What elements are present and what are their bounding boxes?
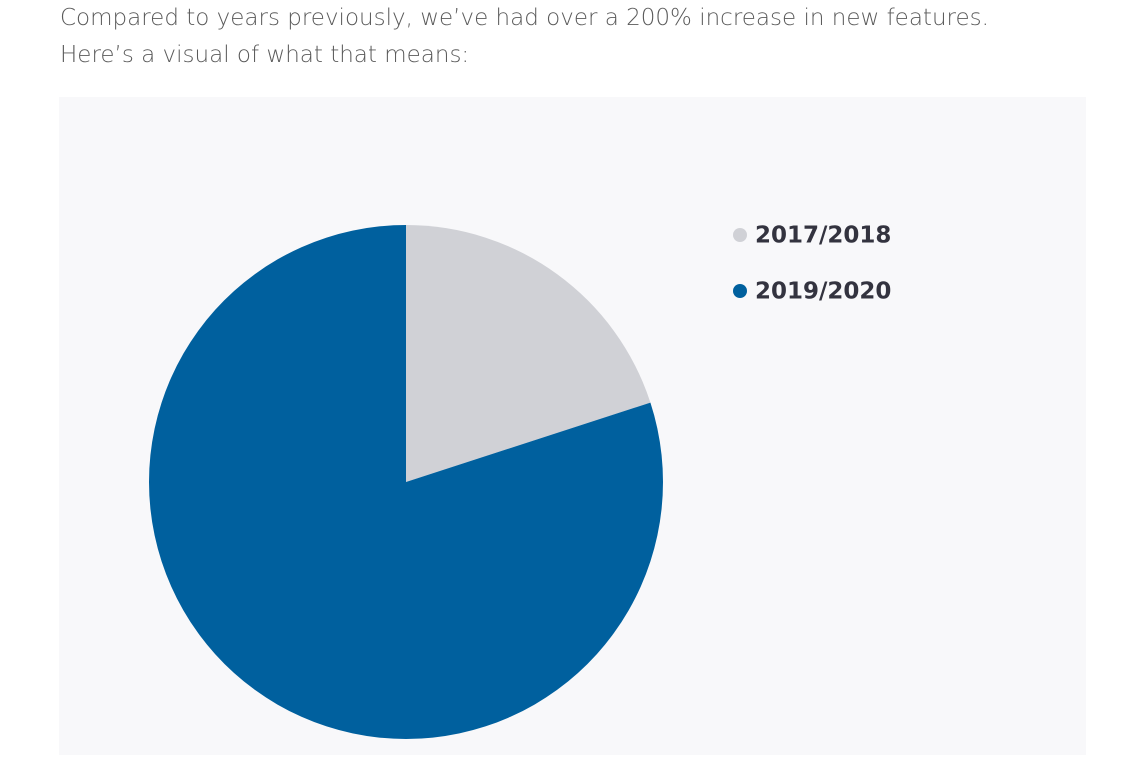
legend-label: 2019/2020 — [755, 279, 891, 305]
chart: 2017/2018 2019/2020 — [148, 223, 891, 739]
intro-text: Compared to years previously, we’ve had … — [60, 5, 989, 68]
pie-slice — [148, 225, 663, 739]
legend-marker — [733, 284, 747, 298]
chart-panel: 2017/2018 2019/2020 — [59, 97, 1086, 755]
legend-label: 2017/2018 — [755, 223, 891, 249]
legend-marker — [733, 228, 747, 242]
pie-slice — [406, 225, 651, 482]
